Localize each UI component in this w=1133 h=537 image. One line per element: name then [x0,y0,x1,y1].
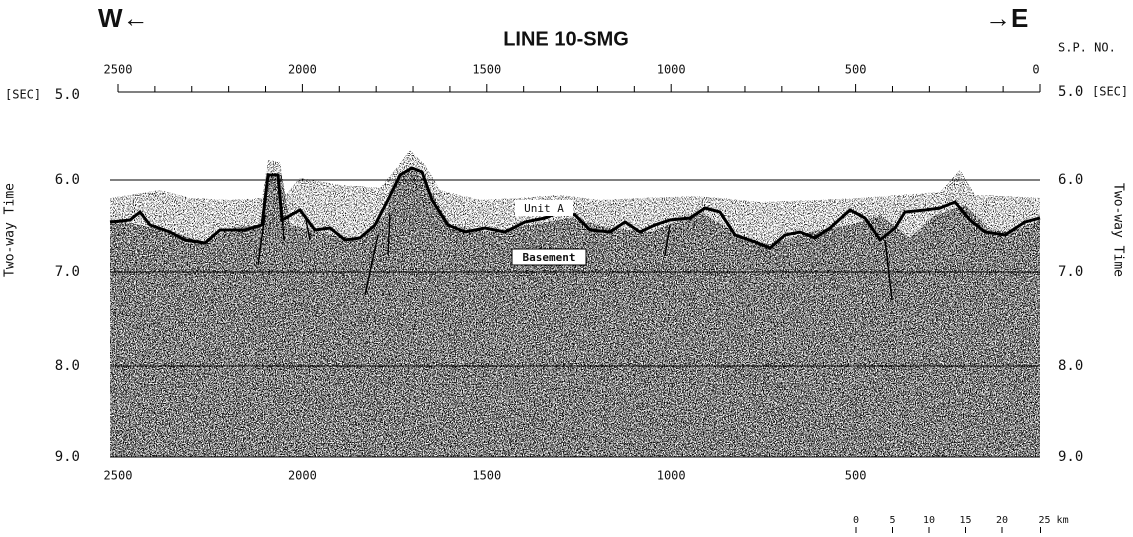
right-unit: [SEC] [1092,85,1128,99]
right-tick-label: 8.0 [1058,358,1083,374]
faults [257,189,893,301]
top-tick-label: 1500 [472,63,501,77]
scale-label: 5 [889,515,895,526]
scale-label: 20 [996,515,1008,526]
title: LINE 10-SMG [503,28,629,50]
left-tick-label: 9.0 [55,449,80,465]
right-tick-label: 6.0 [1058,172,1083,188]
right-tick-label: 5.0 [1058,84,1083,100]
west-label: W← [98,3,149,33]
scale-label: 15 [959,515,971,526]
bottom-tick-label: 1000 [657,469,686,483]
left-unit: [SEC] [5,88,41,102]
top-tick-label: 0 [1032,63,1039,77]
bottom-tick-label: 2000 [288,469,317,483]
unit-a-label: Unit A [524,202,564,215]
scale-label: 10 [923,515,935,526]
sp-label: S.P. NO. [1058,41,1116,55]
right-tick-label: 9.0 [1058,449,1083,465]
left-tick-label: 6.0 [55,172,80,188]
top-tick-label: 2000 [288,63,317,77]
bottom-tick-label: 1500 [472,469,501,483]
bottom-tick-label: 2500 [104,469,133,483]
top-tick-label: 2500 [104,63,133,77]
right-tick-label: 7.0 [1058,264,1083,280]
time-lines [110,91,1040,458]
label-bg [515,200,573,216]
scale-label: 25 km [1039,515,1069,526]
left-tick-label: 7.0 [55,264,80,280]
left-tick-label: 5.0 [55,87,80,103]
east-label: →E [985,3,1028,33]
top-tick-label: 1000 [657,63,686,77]
scale-label: 0 [853,515,859,526]
left-axis-title: Two-way Time [3,183,18,277]
top-tick-label: 500 [845,63,867,77]
right-axis-title: Two-way Time [1111,183,1126,277]
seismic-noise [110,150,1040,457]
left-tick-label: 8.0 [55,358,80,374]
bottom-tick-label: 500 [845,469,867,483]
label-bg [511,248,587,266]
basement-label: Basement [523,251,576,264]
